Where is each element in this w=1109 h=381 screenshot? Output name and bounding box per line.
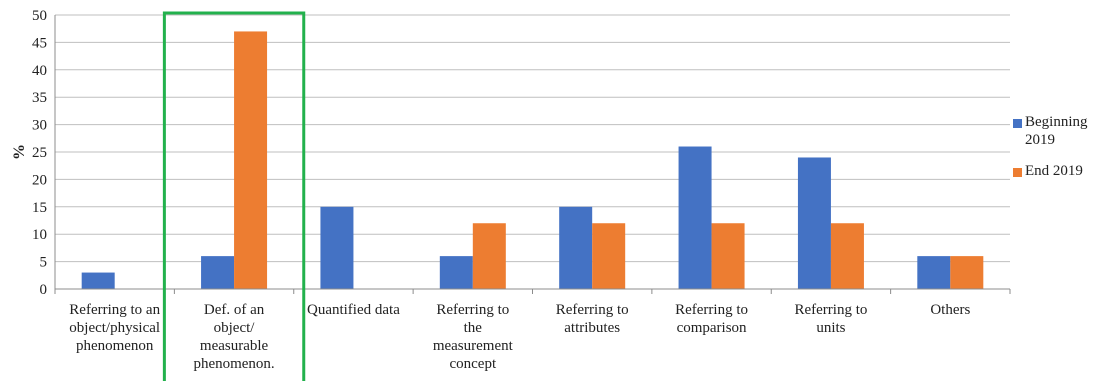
y-tick-label: 40 — [32, 63, 47, 79]
y-tick-label: 25 — [32, 145, 47, 161]
category-labels: Referring to an object/physical phenomenon… — [69, 302, 970, 372]
bar — [472, 223, 506, 289]
legend-label: End 2019 — [1025, 163, 1083, 179]
y-tick-labels: 0 5 10 15 20 25 30 35 40 45 50 — [32, 8, 47, 298]
y-tick-label: 15 — [32, 200, 47, 216]
category-label: Referring to an object/physical phenomenon — [69, 302, 160, 354]
category-label: Referring to comparison — [675, 302, 748, 336]
legend-label: Beginning 2019 — [1025, 114, 1088, 148]
category-label: Others — [930, 302, 970, 318]
bars — [81, 31, 984, 289]
y-tick-label: 0 — [40, 282, 48, 298]
category-label: Referring to attributes — [556, 302, 629, 336]
y-tick-label: 20 — [32, 172, 47, 188]
y-tick-label: 45 — [32, 35, 47, 51]
bar — [678, 146, 712, 289]
bar — [559, 206, 593, 289]
category-label: Referring to the measurement concept — [433, 302, 514, 372]
bar — [234, 31, 268, 289]
bar — [917, 256, 951, 289]
y-axis-label: % — [11, 144, 28, 160]
highlight-box — [162, 11, 306, 381]
bar — [950, 256, 984, 289]
gridlines — [55, 14, 1010, 263]
bar — [592, 223, 626, 289]
bar — [439, 256, 473, 289]
y-tick-label: 5 — [40, 255, 48, 271]
y-tick-label: 30 — [32, 118, 47, 134]
legend-swatch — [1013, 168, 1022, 177]
category-label: Def. of an object/measurable phenomenon. — [193, 302, 274, 372]
y-tick-label: 50 — [32, 8, 47, 24]
category-label: Quantified data — [307, 302, 400, 318]
legend: Beginning 2019 End 2019 — [1013, 114, 1088, 179]
bar — [797, 157, 831, 289]
category-label: Referring to units — [794, 302, 867, 336]
legend-swatch — [1013, 119, 1022, 128]
axes — [54, 15, 1011, 294]
bar — [320, 206, 354, 289]
bar — [711, 223, 745, 289]
y-tick-label: 10 — [32, 227, 47, 243]
bar — [81, 272, 115, 289]
y-tick-label: 35 — [32, 90, 47, 106]
bar — [201, 256, 235, 289]
bar — [830, 223, 864, 289]
